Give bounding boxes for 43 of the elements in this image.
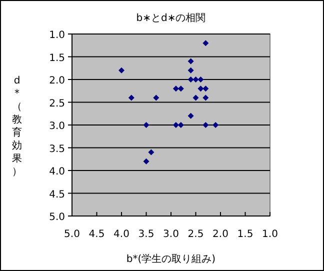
point <box>192 76 199 82</box>
point <box>143 158 150 164</box>
point <box>202 94 209 101</box>
x-tick-label: 4.5 <box>88 229 105 240</box>
y-tick-label: 3.5 <box>49 144 65 155</box>
point <box>188 112 194 119</box>
y-axis-title: d*（教育効果） <box>12 76 22 178</box>
x-tick-label: 5.0 <box>64 229 80 240</box>
x-tick-label: 1.5 <box>237 229 254 240</box>
y-tick-label: 3.0 <box>49 121 65 132</box>
x-tick-label: 1.0 <box>262 229 278 240</box>
x-tick-label: 3.0 <box>163 229 179 240</box>
y-tick-label: 4.5 <box>49 189 65 200</box>
point <box>148 149 154 156</box>
y-tick-label: 2.0 <box>49 76 65 86</box>
point <box>188 76 194 82</box>
point <box>198 86 204 92</box>
x-tick-label: 2.5 <box>188 229 204 240</box>
point <box>143 122 150 128</box>
point <box>178 86 184 92</box>
x-tick-label: 4.0 <box>114 229 130 240</box>
point <box>192 94 199 101</box>
point <box>172 86 179 92</box>
y-tick-label: 1.5 <box>49 52 65 64</box>
point <box>153 94 160 101</box>
y-tick-label: 5.0 <box>49 212 65 223</box>
point <box>202 40 209 46</box>
point <box>198 76 204 82</box>
point <box>172 122 179 128</box>
point <box>212 122 219 128</box>
point <box>128 94 134 101</box>
point <box>188 67 194 74</box>
point <box>202 86 209 92</box>
y-tick-label: 2.5 <box>49 98 65 110</box>
point <box>118 67 124 74</box>
point <box>188 58 194 64</box>
x-axis-title: b*(学生の取り組み) <box>126 253 216 265</box>
x-tick-label: 2.0 <box>212 229 228 240</box>
y-tick-label: 1.0 <box>49 30 65 41</box>
x-tick-label: 3.5 <box>138 229 154 240</box>
point <box>202 122 209 128</box>
chart-title: b∗とd∗の相関 <box>136 12 206 24</box>
y-tick-label: 4.0 <box>49 166 65 178</box>
